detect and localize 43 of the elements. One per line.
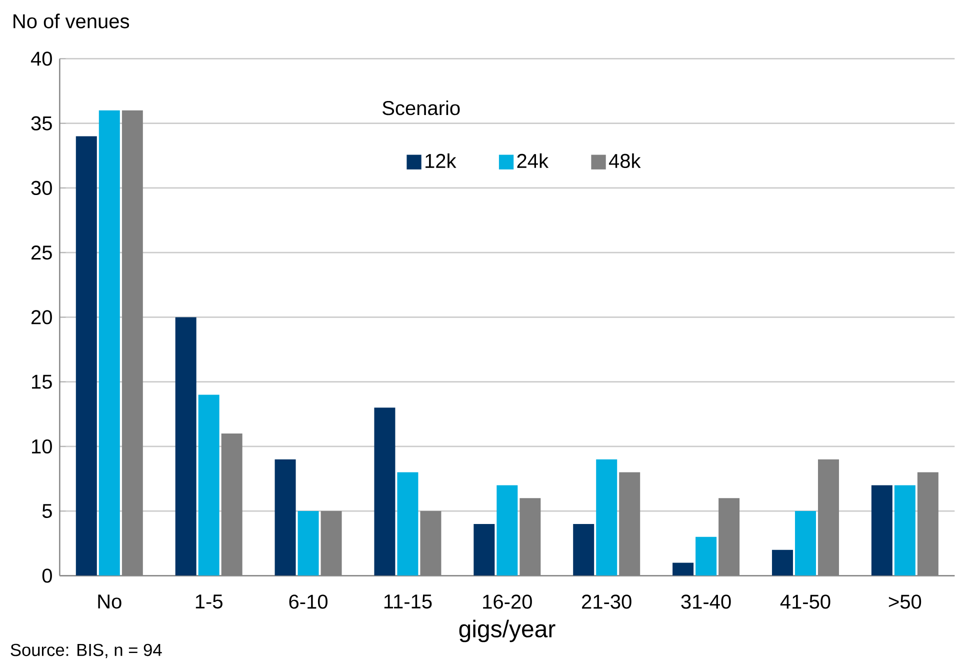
y-tick-label: 5 xyxy=(42,504,52,518)
bar xyxy=(175,317,196,576)
bar xyxy=(198,394,220,576)
bar xyxy=(794,511,816,576)
legend-label: 24k xyxy=(517,153,549,168)
y-tick-label: 20 xyxy=(32,310,52,324)
x-tick-label: 21-30 xyxy=(582,594,632,609)
bar xyxy=(772,550,793,576)
bar xyxy=(573,524,594,576)
legend-label: 12k xyxy=(426,153,456,168)
legend-label: 48k xyxy=(608,153,641,168)
y-tick-label: 35 xyxy=(31,116,52,130)
source-note: Source: BIS, n = 94 xyxy=(10,644,162,658)
y-axis-title: No of venues xyxy=(14,14,130,28)
y-tick-label: 15 xyxy=(32,374,52,389)
bar xyxy=(397,472,418,576)
x-axis-title: gigs/year xyxy=(459,620,556,642)
bar xyxy=(894,485,916,576)
y-tick-label: 40 xyxy=(30,52,52,66)
bar xyxy=(596,459,618,576)
bar xyxy=(696,537,717,576)
bar xyxy=(871,485,892,576)
x-tick-label: 11-15 xyxy=(384,594,432,609)
x-tick-label: 6-10 xyxy=(289,594,328,609)
bar xyxy=(76,136,97,576)
x-tick-label: 16-20 xyxy=(483,594,532,609)
bar xyxy=(374,408,396,576)
bar xyxy=(474,524,495,576)
x-tick-label: >50 xyxy=(888,594,922,609)
y-tick-label: 25 xyxy=(32,246,52,260)
x-tick-label: 31-40 xyxy=(681,594,731,609)
bar xyxy=(98,110,120,576)
bar xyxy=(672,562,694,576)
bar xyxy=(298,511,319,576)
x-tick-label: 41-50 xyxy=(780,594,830,609)
x-tick-label: 1-5 xyxy=(196,594,222,609)
y-tick-label: 10 xyxy=(32,439,52,454)
y-tick-label: 0 xyxy=(42,568,52,583)
legend-title: Scenario xyxy=(382,100,460,116)
y-tick-label: 30 xyxy=(31,180,52,196)
x-tick-label: No xyxy=(98,594,122,609)
bar xyxy=(274,459,296,576)
bar xyxy=(496,485,518,576)
